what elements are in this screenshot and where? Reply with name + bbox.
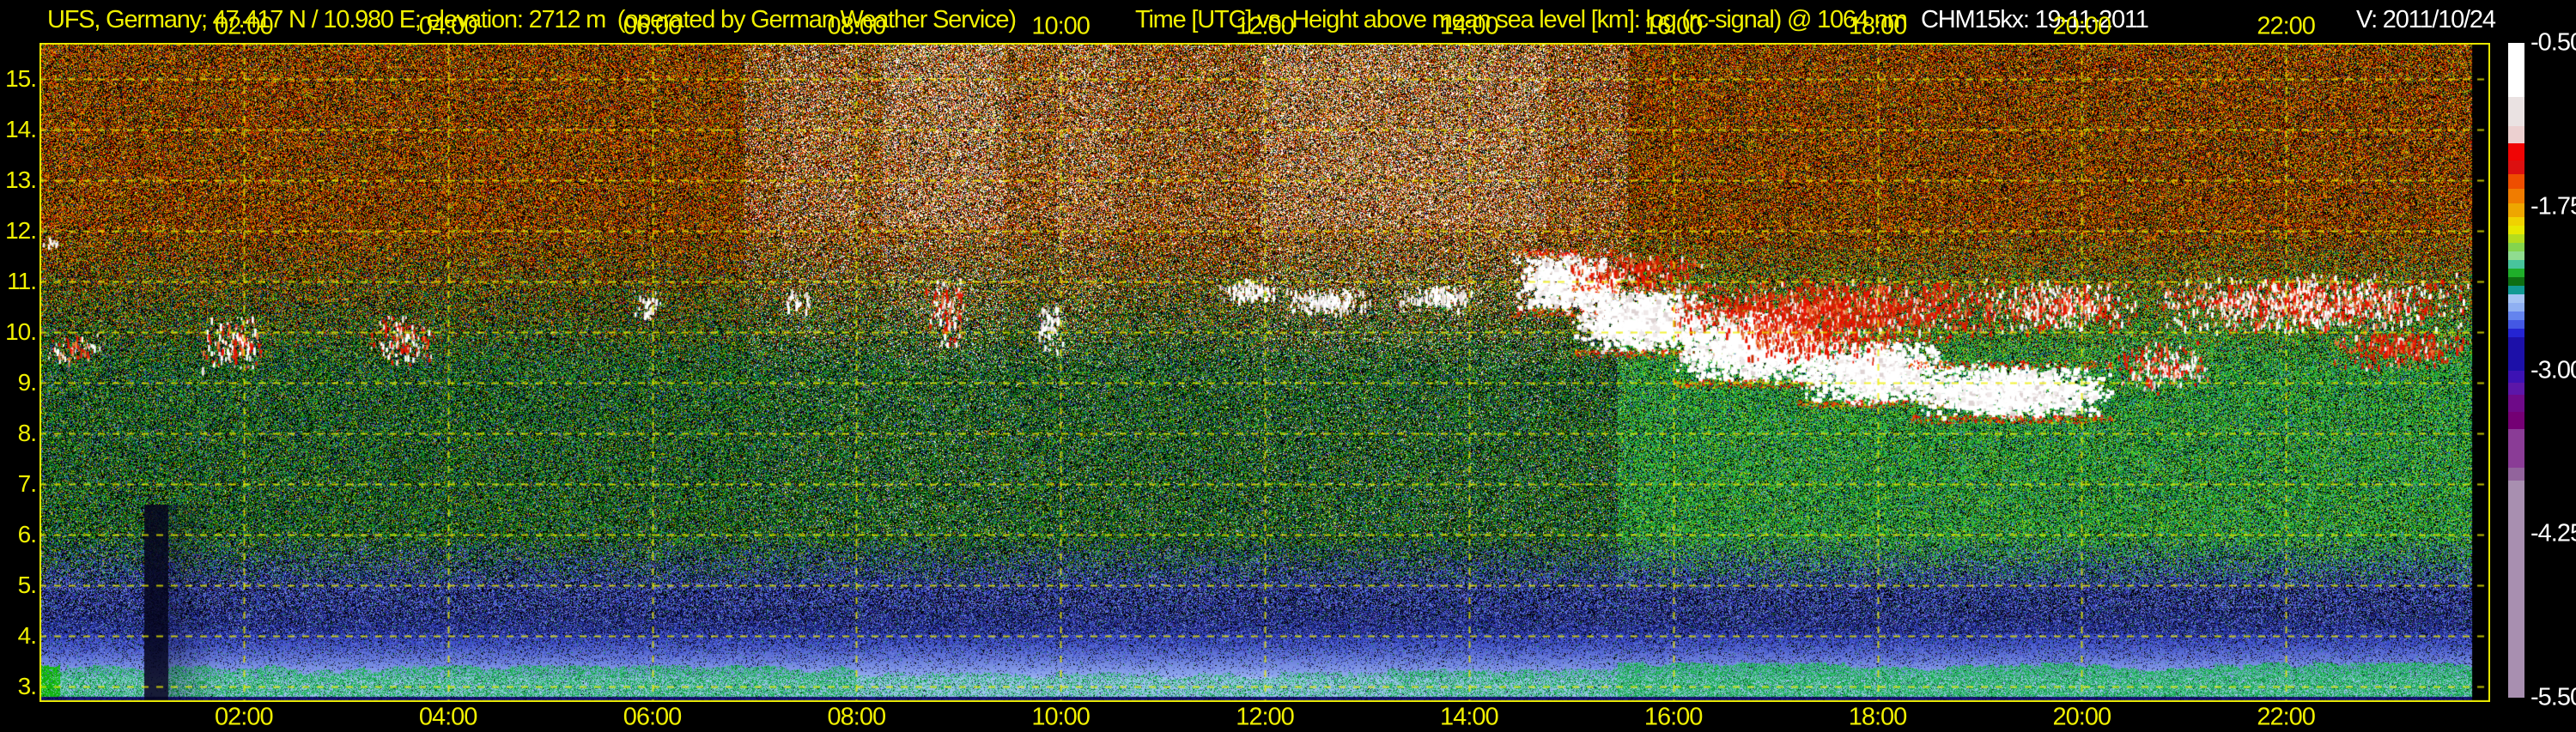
- y-tick-label: 3.: [17, 673, 37, 699]
- colorbar-segment: [2508, 302, 2524, 312]
- colorbar-segment: [2508, 336, 2524, 371]
- colorbar-segment: [2508, 293, 2524, 303]
- x-tick-label-bottom: 08:00: [827, 703, 887, 731]
- colorbar-segment: [2508, 97, 2524, 127]
- colorbar-segment: [2508, 242, 2524, 251]
- x-tick-label-bottom: 16:00: [1643, 703, 1704, 731]
- colorbar-segment: [2508, 160, 2524, 175]
- x-tick-label-top: 10:00: [1031, 12, 1091, 40]
- colorbar-segment: [2508, 217, 2524, 227]
- colorbar-segment: [2508, 234, 2524, 243]
- colorbar-segment: [2508, 268, 2524, 277]
- colorbar-segment: [2508, 189, 2524, 204]
- colorbar-segment: [2508, 251, 2524, 260]
- y-tick-label: 7.: [17, 470, 37, 497]
- colorbar-segment: [2508, 480, 2524, 698]
- backscatter-plot-canvas: [39, 43, 2490, 702]
- x-tick-label-bottom: 02:00: [215, 703, 274, 731]
- colorbar-segment: [2508, 43, 2524, 98]
- colorbar-segment: [2508, 174, 2524, 190]
- colorbar-segment: [2508, 328, 2524, 337]
- version-label: V: 2011/10/24: [2356, 6, 2496, 33]
- y-tick-label: 11.: [7, 268, 37, 294]
- x-tick-label-top: 22:00: [2257, 12, 2316, 40]
- x-tick-label-bottom: 22:00: [2257, 703, 2316, 731]
- colorbar-segment: [2508, 382, 2524, 395]
- colorbar-tick-label: -4.25: [2530, 519, 2576, 547]
- x-tick-label-bottom: 14:00: [1440, 703, 1499, 731]
- colorbar-segment: [2508, 126, 2524, 144]
- y-tick-label: 14.: [5, 116, 37, 142]
- y-tick-label: 10.: [5, 318, 37, 345]
- colorbar-segment: [2508, 285, 2524, 294]
- colorbar-segment: [2508, 467, 2524, 481]
- x-tick-label-bottom: 06:00: [623, 703, 683, 731]
- x-tick-label-bottom: 12:00: [1236, 703, 1295, 731]
- colorbar-segment: [2508, 411, 2524, 429]
- colorbar-segment: [2508, 311, 2524, 320]
- x-tick-label-bottom: 04:00: [418, 703, 478, 731]
- x-tick-label-bottom: 18:00: [1848, 703, 1908, 731]
- x-tick-label-bottom: 10:00: [1031, 703, 1091, 731]
- colorbar-tick-label: -5.50: [2530, 683, 2576, 711]
- colorbar-segment: [2508, 276, 2524, 286]
- colorbar-tick-label: -3.00: [2530, 356, 2576, 384]
- colorbar-segment: [2508, 143, 2524, 160]
- colorbar-segment: [2508, 370, 2524, 383]
- colorbar-tick-label: -0.50: [2530, 28, 2576, 57]
- colorbar-segment: [2508, 203, 2524, 218]
- y-tick-label: 4.: [17, 622, 37, 649]
- y-tick-label: 5.: [17, 572, 37, 598]
- colorbar-tick-label: -1.75: [2530, 192, 2576, 221]
- y-tick-label: 13.: [5, 166, 37, 193]
- instrument-date-label: CHM15kx: 19-11-2011: [1921, 6, 2149, 33]
- plot-title: Time [UTC] vs. Height above mean sea lev…: [1135, 6, 1908, 33]
- y-tick-label: 15.: [5, 65, 37, 92]
- station-info-label: UFS, Germany; 47.417 N / 10.980 E; eleva…: [47, 6, 1017, 33]
- colorbar-segment: [2508, 428, 2524, 468]
- colorbar-segment: [2508, 226, 2524, 234]
- colorbar-segment: [2508, 319, 2524, 329]
- colorbar-segment: [2508, 394, 2524, 412]
- colorbar: [2508, 43, 2524, 698]
- colorbar-segment: [2508, 259, 2524, 269]
- y-tick-label: 8.: [17, 420, 37, 446]
- y-tick-label: 6.: [17, 521, 37, 547]
- y-tick-label: 12.: [5, 217, 37, 244]
- x-tick-label-bottom: 20:00: [2052, 703, 2112, 731]
- y-tick-label: 9.: [17, 369, 37, 396]
